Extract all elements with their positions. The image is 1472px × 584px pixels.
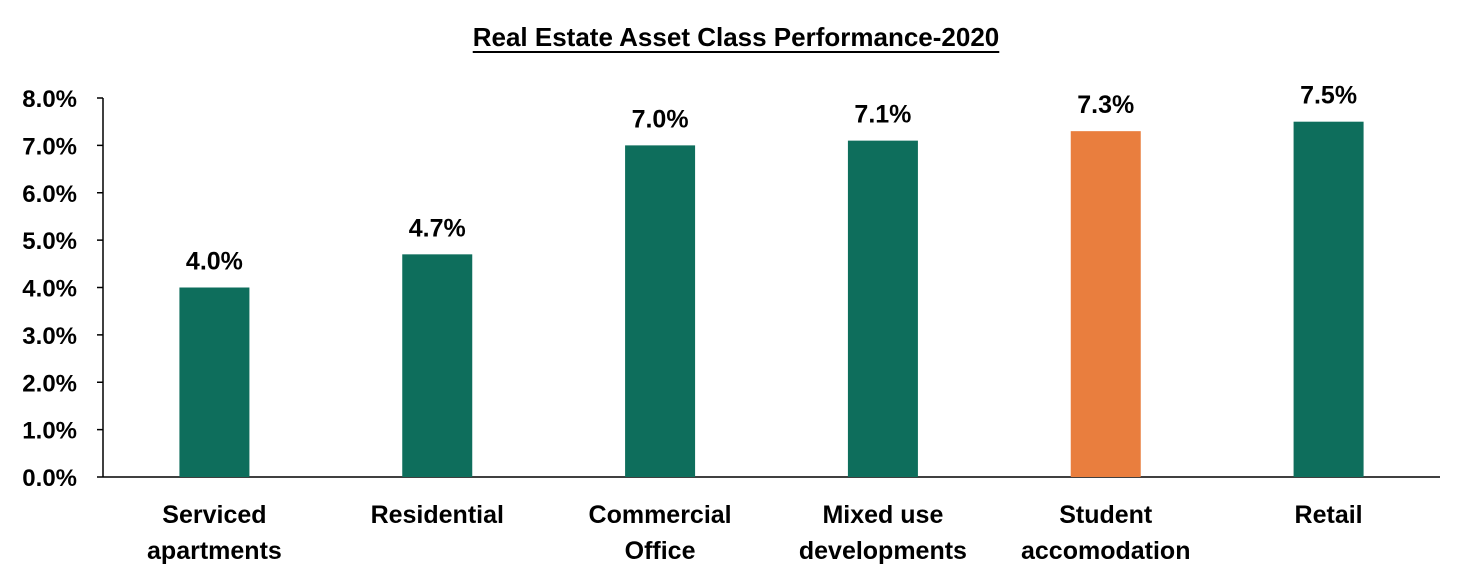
value-labels-group: 4.0% 4.7% 7.0% 7.1% 7.3% 7.5% <box>186 82 1357 276</box>
bar-value-label: 7.5% <box>1300 82 1357 110</box>
y-tick-label: 5.0% <box>22 228 77 255</box>
y-tick-label: 7.0% <box>22 133 77 160</box>
y-tick-label: 1.0% <box>22 418 77 445</box>
bar-value-label: 7.3% <box>1077 91 1134 119</box>
bar <box>625 145 696 477</box>
y-tick-label: 4.0% <box>22 276 77 303</box>
bar <box>1070 131 1141 477</box>
bar <box>179 287 250 477</box>
x-category-label: Retail <box>1295 501 1363 529</box>
x-category-label: Office <box>625 537 696 565</box>
y-tick-label: 0.0% <box>22 465 77 492</box>
bar <box>1293 121 1364 477</box>
category-labels-group: Serviced apartments Residential Commercial O… <box>147 501 1363 565</box>
x-category-label: accomodation <box>1021 537 1190 565</box>
y-tick-label: 3.0% <box>22 323 77 350</box>
x-category-label: Residential <box>371 501 504 529</box>
bar <box>402 254 473 477</box>
bar <box>847 140 918 477</box>
chart-title: Real Estate Asset Class Performance-2020 <box>473 22 1000 52</box>
bar-value-label: 7.0% <box>632 105 689 133</box>
y-tick-label: 2.0% <box>22 370 77 397</box>
bar-value-label: 4.0% <box>186 248 243 276</box>
x-category-label: Commercial <box>589 501 732 529</box>
bars-group <box>179 121 1364 477</box>
x-category-label: Student <box>1059 501 1153 529</box>
x-category-label: apartments <box>147 537 282 565</box>
bar-value-label: 4.7% <box>409 214 466 242</box>
y-tick-label: 6.0% <box>22 181 77 208</box>
chart-title-group: Real Estate Asset Class Performance-2020 <box>472 22 1000 53</box>
x-category-label: developments <box>799 537 967 565</box>
y-axis: 0.0% 1.0% 2.0% 3.0% 4.0% 5.0% 6.0% 7.0% 8.0% <box>22 86 104 492</box>
x-category-label: Mixed use <box>822 501 943 529</box>
x-category-label: Serviced <box>162 501 266 529</box>
bar-value-label: 7.1% <box>854 101 911 129</box>
y-tick-label: 8.0% <box>22 86 77 113</box>
